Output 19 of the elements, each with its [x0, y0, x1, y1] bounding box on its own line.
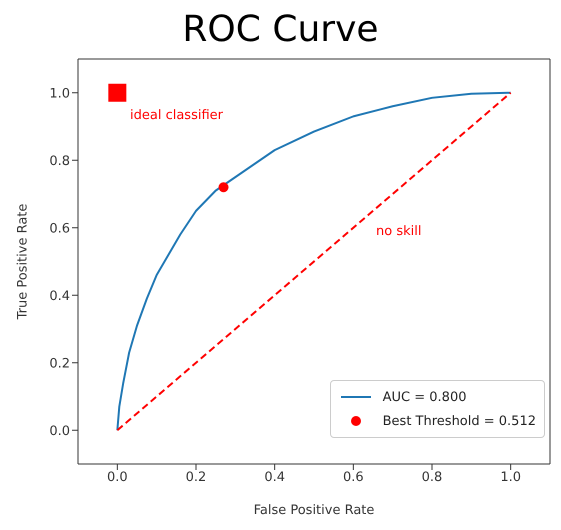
y-tick-label: 0.4 — [49, 288, 70, 304]
x-tick-label: 0.8 — [422, 470, 442, 486]
x-tick-label: 0.2 — [186, 470, 206, 486]
x-tick-label: 0.4 — [264, 470, 286, 486]
y-tick-label: 0.0 — [49, 424, 70, 439]
chart-title: ROC Curve — [181, 8, 380, 52]
x-tick-label: 0.0 — [106, 470, 128, 486]
x-tick-label: 1.0 — [500, 470, 522, 486]
annotation: no skill — [376, 224, 422, 239]
annotation: ideal classifier — [130, 108, 223, 123]
y-axis-title: True Positive Rate — [16, 204, 31, 320]
y-tick-label: 0.2 — [49, 356, 70, 372]
x-tick-label: 0.6 — [342, 470, 364, 486]
y-tick-label: 0.8 — [49, 154, 70, 169]
x-axis-title: False Positive Rate — [254, 503, 374, 518]
y-tick-label: 0.6 — [49, 221, 70, 236]
y-tick-label: 1.0 — [49, 86, 70, 102]
legend-label: AUC = 0.800 — [382, 390, 466, 404]
legend-label: Best Threshold = 0.512 — [382, 414, 536, 428]
